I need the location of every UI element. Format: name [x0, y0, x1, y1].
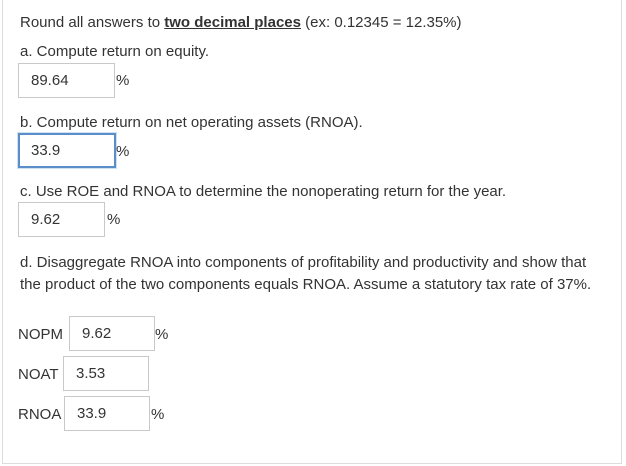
- rnoa-label: RNOA: [18, 406, 62, 423]
- question-c: c. Use ROE and RNOA to determine the non…: [20, 183, 507, 200]
- roe-input[interactable]: [18, 63, 115, 98]
- rnoa-unit: %: [116, 143, 130, 160]
- noat-input[interactable]: [63, 356, 149, 391]
- rnoa-component-unit: %: [151, 406, 165, 423]
- nopm-input[interactable]: [69, 316, 155, 351]
- nopm-label: NOPM: [18, 326, 63, 343]
- instructions-prefix: Round all answers to: [20, 14, 165, 31]
- nonoperating-return-input[interactable]: [18, 202, 105, 237]
- noat-label: NOAT: [18, 366, 59, 383]
- rounding-instructions: Round all answers to two decimal places …: [20, 14, 462, 31]
- roe-unit: %: [116, 72, 130, 89]
- nonoperating-return-unit: %: [107, 211, 121, 228]
- nopm-unit: %: [155, 326, 169, 343]
- instructions-emphasis: two decimal places: [164, 14, 301, 31]
- rnoa-input[interactable]: [18, 133, 116, 168]
- rnoa-component-input[interactable]: [64, 396, 150, 431]
- question-a: a. Compute return on equity.: [20, 43, 209, 60]
- question-b: b. Compute return on net operating asset…: [20, 114, 363, 131]
- question-d: d. Disaggregate RNOA into components of …: [20, 254, 592, 293]
- instructions-suffix: (ex: 0.12345 = 12.35%): [300, 14, 462, 31]
